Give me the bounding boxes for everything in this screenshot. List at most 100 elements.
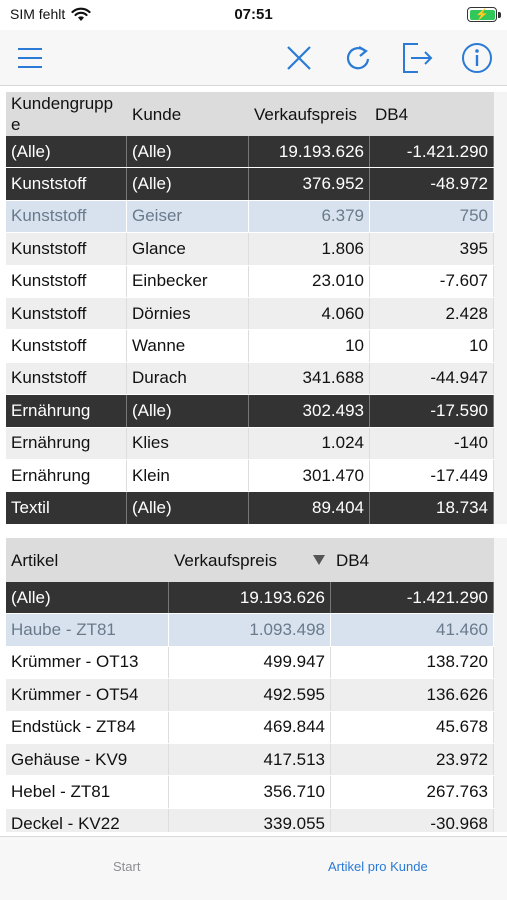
cell-verkaufspreis: 6.379 — [249, 200, 370, 233]
cell-kundengruppe: Ernährung — [6, 395, 127, 427]
table-row[interactable]: Kunststoff Glance 1.806 395 — [6, 233, 494, 266]
table-row[interactable]: Krümmer - OT54 492.595 136.626 — [6, 679, 494, 712]
cell-kundengruppe: Kunststoff — [6, 330, 127, 362]
cell-verkaufspreis: 499.947 — [169, 646, 331, 679]
cell-db4: 138.720 — [331, 646, 494, 679]
cell-db4: -1.421.290 — [331, 582, 494, 614]
status-bar: SIM fehlt 07:51 ⚡ — [0, 0, 507, 30]
cell-kunde: Dörnies — [127, 297, 249, 330]
cell-verkaufspreis: 302.493 — [249, 395, 370, 427]
cell-kunde: Glance — [127, 233, 249, 265]
table-row[interactable]: Haube - ZT81 1.093.498 41.460 — [6, 614, 494, 647]
table-row[interactable]: Endstück - ZT84 469.844 45.678 — [6, 711, 494, 744]
cell-kundengruppe: Textil — [6, 492, 127, 524]
header-verkaufspreis[interactable]: Verkaufspreis — [254, 104, 357, 124]
table-row[interactable]: Hebel - ZT81 356.710 267.763 — [6, 776, 494, 809]
tab-bar: Start Artikel pro Kunde — [0, 836, 507, 900]
header-db4[interactable]: DB4 — [375, 104, 409, 124]
menu-icon[interactable] — [12, 40, 48, 76]
header-verkaufspreis-label: Verkaufspreis — [174, 550, 277, 570]
cell-artikel: Deckel - KV22 — [6, 808, 169, 832]
cell-kundengruppe: Kunststoff — [6, 168, 127, 200]
cell-verkaufspreis: 376.952 — [249, 168, 370, 200]
cell-verkaufspreis: 339.055 — [169, 808, 331, 832]
table-row[interactable]: Kunststoff (Alle) 376.952 -48.972 — [6, 168, 494, 201]
cell-db4: -17.590 — [370, 395, 494, 427]
cell-db4: -1.421.290 — [370, 136, 494, 168]
cell-kunde: (Alle) — [127, 168, 249, 200]
table-row[interactable]: Ernährung Klies 1.024 -140 — [6, 427, 494, 460]
table-row[interactable]: Gehäuse - KV9 417.513 23.972 — [6, 743, 494, 777]
info-icon[interactable] — [459, 40, 495, 76]
table-row[interactable]: Kunststoff Wanne 10 10 — [6, 330, 494, 363]
cell-verkaufspreis: 1.024 — [249, 427, 370, 459]
header-verkaufspreis-sorted[interactable]: Verkaufspreis — [169, 538, 331, 582]
cell-db4: 136.626 — [331, 679, 494, 711]
cell-verkaufspreis: 1.093.498 — [169, 614, 331, 646]
cell-kunde: (Alle) — [127, 395, 249, 427]
table-row[interactable]: Krümmer - OT13 499.947 138.720 — [6, 646, 494, 680]
table-row[interactable]: Ernährung Klein 301.470 -17.449 — [6, 459, 494, 493]
cell-db4: -48.972 — [370, 168, 494, 200]
customer-table-header: Kundengruppe Kunde Verkaufspreis DB4 — [6, 92, 494, 136]
cell-artikel: Krümmer - OT13 — [6, 646, 169, 679]
cell-kundengruppe: Kunststoff — [6, 362, 127, 395]
cell-verkaufspreis: 356.710 — [169, 776, 331, 808]
article-table-body: (Alle) 19.193.626 -1.421.290 Haube - ZT81 1.… — [6, 582, 494, 832]
cell-verkaufspreis: 341.688 — [249, 362, 370, 395]
cell-db4: -140 — [370, 427, 494, 459]
cell-artikel: Endstück - ZT84 — [6, 711, 169, 743]
cell-db4: -17.449 — [370, 459, 494, 492]
cell-kundengruppe: Kunststoff — [6, 233, 127, 265]
cell-db4: 267.763 — [331, 776, 494, 808]
cell-verkaufspreis: 10 — [249, 330, 370, 362]
header-db4[interactable]: DB4 — [336, 550, 370, 570]
customer-table-body: (Alle) (Alle) 19.193.626 -1.421.290 Kunststo… — [6, 136, 494, 524]
table-row[interactable]: (Alle) 19.193.626 -1.421.290 — [6, 582, 494, 615]
article-table-header: Artikel Verkaufspreis DB4 — [6, 538, 494, 582]
table-row[interactable]: Deckel - KV22 339.055 -30.968 — [6, 808, 494, 832]
close-icon[interactable] — [281, 40, 317, 76]
cell-db4: 23.972 — [331, 743, 494, 776]
cell-artikel: Krümmer - OT54 — [6, 679, 169, 711]
cell-kunde: Klies — [127, 427, 249, 459]
cell-verkaufspreis: 492.595 — [169, 679, 331, 711]
cell-kunde: Durach — [127, 362, 249, 395]
cell-verkaufspreis: 89.404 — [249, 492, 370, 524]
cell-verkaufspreis: 4.060 — [249, 297, 370, 330]
refresh-icon[interactable] — [340, 40, 376, 76]
table-row[interactable]: Textil (Alle) 89.404 18.734 — [6, 492, 494, 524]
cell-verkaufspreis: 301.470 — [249, 459, 370, 492]
tab-start[interactable]: Start — [113, 859, 141, 874]
cell-db4: 45.678 — [331, 711, 494, 743]
cell-kundengruppe: Kunststoff — [6, 200, 127, 233]
article-table: Artikel Verkaufspreis DB4 (Alle) 19.193.6… — [6, 538, 494, 832]
table-row[interactable]: Kunststoff Dörnies 4.060 2.428 — [6, 297, 494, 331]
battery-charging-icon: ⚡ — [467, 7, 501, 22]
cell-kundengruppe: Ernährung — [6, 459, 127, 492]
article-table-scroll-area[interactable] — [494, 538, 507, 832]
cell-verkaufspreis: 23.010 — [249, 265, 370, 297]
cell-kundengruppe: (Alle) — [6, 136, 127, 168]
header-kunde[interactable]: Kunde — [132, 104, 182, 124]
cell-kunde: Wanne — [127, 330, 249, 362]
tab-artikel-pro-kunde[interactable]: Artikel pro Kunde — [328, 859, 428, 874]
cell-db4: 395 — [370, 233, 494, 265]
table-row[interactable]: Kunststoff Einbecker 23.010 -7.607 — [6, 265, 494, 298]
status-left: SIM fehlt — [10, 6, 91, 22]
cell-kundengruppe: Ernährung — [6, 427, 127, 459]
header-artikel[interactable]: Artikel — [11, 550, 59, 570]
export-icon[interactable] — [399, 40, 435, 76]
cell-kunde: (Alle) — [127, 492, 249, 524]
cell-db4: 10 — [370, 330, 494, 362]
cell-artikel: Hebel - ZT81 — [6, 776, 169, 808]
customer-table-scroll-area[interactable] — [494, 92, 507, 524]
cell-db4: 18.734 — [370, 492, 494, 524]
table-row[interactable]: (Alle) (Alle) 19.193.626 -1.421.290 — [6, 136, 494, 169]
header-kundengruppe[interactable]: Kundengruppe — [11, 94, 114, 134]
cell-verkaufspreis: 19.193.626 — [169, 582, 331, 614]
table-row[interactable]: Kunststoff Geiser 6.379 750 — [6, 200, 494, 234]
cell-verkaufspreis: 1.806 — [249, 233, 370, 265]
table-row[interactable]: Kunststoff Durach 341.688 -44.947 — [6, 362, 494, 396]
table-row[interactable]: Ernährung (Alle) 302.493 -17.590 — [6, 395, 494, 428]
